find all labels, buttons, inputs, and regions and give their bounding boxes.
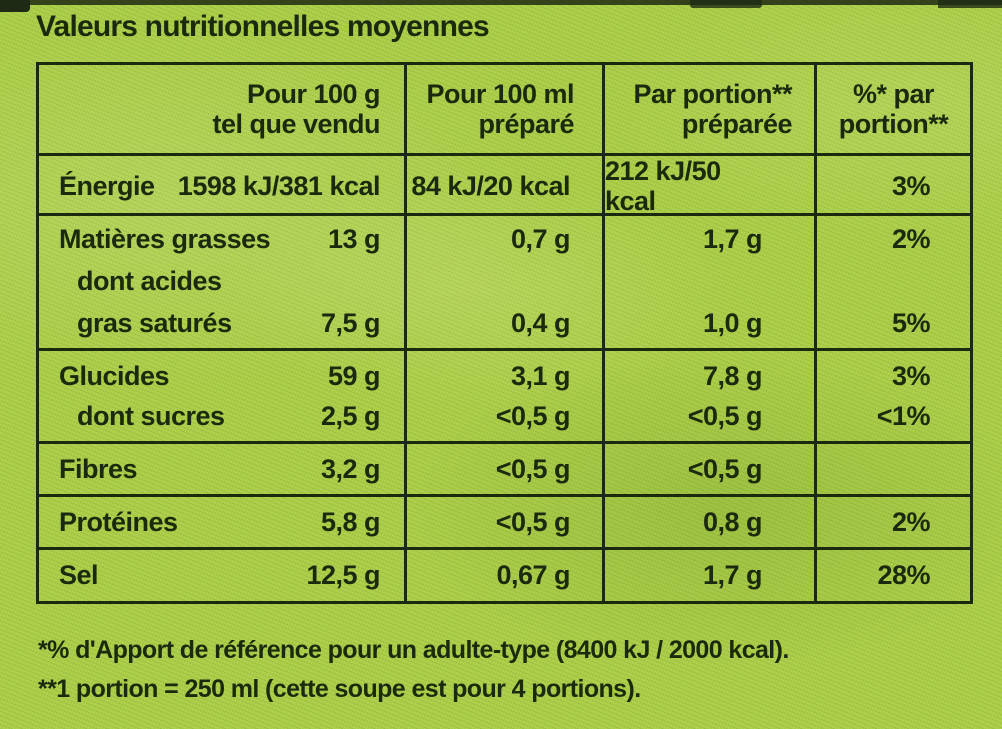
table-row-proteines: Protéines 5,8 g <0,5 g 0,8 g 2%: [39, 494, 970, 547]
row-label: Protéines: [59, 506, 178, 537]
cell-value: 28%: [877, 560, 930, 591]
table-row-glucides: Glucides 59 g dont sucres 2,5 g 3,1 g <0…: [39, 348, 970, 441]
row-label: Sel: [59, 560, 99, 591]
value-per-100g: 12,5 g: [306, 560, 380, 591]
cell-value: 7,8 g: [702, 361, 763, 391]
nutrition-table: Pour 100 g tel que vendu Pour 100 ml pré…: [36, 62, 973, 604]
cell-value: <0,5 g: [687, 453, 763, 484]
value-per-100g: 59 g: [327, 361, 381, 391]
value-per-100g-sub: 7,5 g: [320, 307, 381, 338]
cell-value: 84 kJ/20 kcal: [411, 171, 570, 202]
cell-value: 5%: [891, 307, 931, 338]
photo-edge-top-middle: [690, 0, 762, 8]
cell-value: <1%: [876, 400, 931, 431]
value-per-portion: 7,8 g <0,5 g: [602, 351, 814, 441]
row-label: Fibres: [59, 453, 138, 484]
value-per-portion: 212 kJ/50 kcal: [602, 156, 814, 217]
header-pct-portion: %* par portion**: [814, 65, 970, 153]
cell-value: 0,67 g: [496, 560, 570, 591]
cell-value: 1,7 g: [702, 560, 763, 591]
cell-value: 2%: [891, 224, 931, 254]
protein-cell: Protéines 5,8 g: [39, 497, 404, 547]
header-line: Par portion**: [633, 78, 792, 109]
fiber-cell: Fibres 3,2 g: [39, 444, 404, 494]
footnote-reference-intake: *% d'Apport de référence pour un adulte-…: [38, 636, 789, 664]
fat-cell: Matières grasses 13 g dont acides gras s…: [39, 216, 404, 348]
row-sublabel: gras saturés: [77, 307, 232, 338]
cell-value: 3%: [891, 361, 931, 391]
cell-value: 2%: [891, 506, 931, 537]
row-sublabel: dont acides: [77, 265, 222, 296]
header-line: Pour 100 g: [246, 78, 381, 109]
value-per-portion: <0,5 g: [602, 444, 814, 494]
value-per-100g: 13 g: [327, 224, 381, 254]
cell-value: 1,0 g: [702, 307, 763, 338]
value-per-portion: 1,7 g: [602, 550, 814, 601]
table-row-matieres-grasses: Matières grasses 13 g dont acides gras s…: [39, 213, 970, 348]
salt-cell: Sel 12,5 g: [39, 550, 404, 601]
cell-value: 0,7 g: [510, 224, 571, 254]
header-per-100g: Pour 100 g tel que vendu: [39, 65, 404, 153]
footnote-portion-size: **1 portion = 250 ml (cette soupe est po…: [38, 675, 641, 703]
table-row-fibres: Fibres 3,2 g <0,5 g <0,5 g: [39, 441, 970, 494]
value-pct: 28%: [814, 550, 970, 601]
value-per-100g: 1598 kJ/381 kcal: [177, 171, 381, 202]
value-per-100g-sub: 2,5 g: [320, 400, 381, 431]
table-header-row: Pour 100 g tel que vendu Pour 100 ml pré…: [39, 65, 970, 153]
row-sublabel: dont sucres: [77, 400, 225, 431]
header-line: préparée: [681, 109, 793, 139]
cell-value: <0,5 g: [687, 400, 763, 431]
value-per-100ml: 84 kJ/20 kcal: [404, 156, 602, 217]
value-per-100ml: 0,7 g 0,4 g: [404, 216, 602, 348]
table-row-sel: Sel 12,5 g 0,67 g 1,7 g 28%: [39, 547, 970, 601]
cell-value: 212 kJ/50 kcal: [605, 156, 721, 217]
cell-value: 1,7 g: [702, 224, 763, 254]
value-per-100g: 5,8 g: [320, 506, 381, 537]
header-line: préparé: [478, 109, 574, 139]
photo-edge-top: [0, 0, 1002, 5]
value-per-100ml: <0,5 g: [404, 444, 602, 494]
carbs-cell: Glucides 59 g dont sucres 2,5 g: [39, 351, 404, 441]
header-line: %* par: [852, 78, 935, 109]
value-per-100ml: 0,67 g: [404, 550, 602, 601]
row-label: Glucides: [59, 361, 170, 391]
value-per-portion: 1,7 g 1,0 g: [602, 216, 814, 348]
table-row-energie: Énergie 1598 kJ/381 kcal 84 kJ/20 kcal 2…: [39, 153, 970, 217]
cell-value: <0,5 g: [495, 506, 571, 537]
cell-value: <0,5 g: [495, 453, 571, 484]
value-pct: 3% <1%: [814, 351, 970, 441]
header-line: portion**: [838, 109, 949, 139]
value-per-portion: 0,8 g: [602, 497, 814, 547]
photo-edge-top-right: [938, 0, 1002, 8]
cell-value: 0,8 g: [702, 506, 763, 537]
cell-value: 3,1 g: [510, 361, 571, 391]
cell-value: 0,4 g: [510, 307, 571, 338]
value-per-100ml: 3,1 g <0,5 g: [404, 351, 602, 441]
value-per-100g: 3,2 g: [320, 453, 381, 484]
page-title: Valeurs nutritionnelles moyennes: [36, 10, 490, 43]
cell-value: 3%: [891, 171, 931, 202]
value-pct: 2%: [814, 497, 970, 547]
value-per-100ml: <0,5 g: [404, 497, 602, 547]
value-pct: 2% 5%: [814, 216, 970, 348]
row-label: Matières grasses: [59, 224, 271, 254]
value-pct: [814, 444, 970, 494]
cell-value: <0,5 g: [495, 400, 571, 431]
value-pct: 3%: [814, 156, 970, 217]
row-label: Énergie: [59, 171, 155, 202]
header-line: tel que vendu: [212, 109, 380, 139]
header-per-portion: Par portion** préparée: [602, 65, 814, 153]
energie-cell: Énergie 1598 kJ/381 kcal: [39, 156, 404, 216]
photo-edge-top-left: [0, 0, 30, 12]
header-per-100ml: Pour 100 ml préparé: [404, 65, 602, 153]
header-line: Pour 100 ml: [426, 78, 574, 109]
